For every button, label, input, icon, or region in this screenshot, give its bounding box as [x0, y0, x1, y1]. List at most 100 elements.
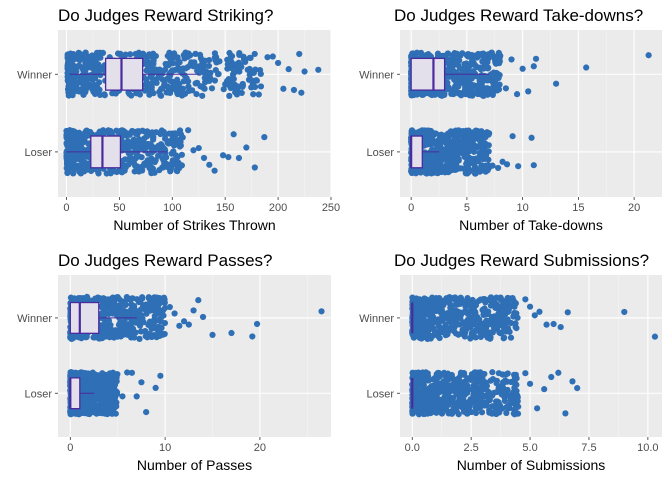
data-point [238, 89, 245, 97]
data-point [451, 294, 459, 301]
outlier-point [550, 320, 557, 328]
data-point [453, 408, 460, 415]
data-point [77, 52, 84, 59]
data-point [413, 384, 420, 392]
x-tick-label: 10.0 [637, 442, 658, 454]
data-point [509, 294, 516, 302]
outlier-point [228, 329, 235, 337]
data-point [462, 75, 469, 82]
box-iqr [410, 135, 423, 169]
data-point [495, 370, 502, 377]
outlier-point [243, 144, 250, 151]
data-point [439, 163, 446, 170]
data-point [134, 130, 141, 138]
data-point [411, 405, 419, 412]
chart-panel-1: Do Judges Reward Striking? 0 50 100 150 200 25… [17, 6, 340, 233]
data-point [436, 385, 443, 392]
data-point [478, 128, 485, 135]
data-point [65, 164, 73, 171]
data-point [147, 307, 154, 314]
data-point [101, 404, 108, 411]
data-point [473, 380, 480, 387]
data-point [413, 297, 420, 304]
data-point [463, 60, 470, 67]
data-point [100, 390, 107, 397]
outlier-point [645, 52, 652, 59]
data-point [131, 334, 138, 341]
outlier-point [564, 309, 571, 316]
data-point [437, 140, 444, 147]
data-point [95, 61, 102, 68]
data-point [496, 58, 503, 65]
outlier-point [315, 66, 322, 73]
data-point [83, 164, 90, 172]
x-tick-label: 20 [628, 202, 640, 214]
data-point [65, 86, 72, 93]
outlier-point [152, 384, 159, 391]
outlier-point [211, 167, 218, 174]
data-point [105, 127, 112, 134]
data-point [500, 335, 507, 342]
data-point [95, 408, 102, 416]
data-point [456, 165, 464, 172]
data-point [255, 91, 262, 98]
data-point [99, 302, 106, 309]
data-point [244, 66, 251, 73]
data-point [81, 410, 89, 417]
data-point [463, 326, 470, 333]
data-point [482, 76, 490, 84]
x-tick-label: 0 [408, 202, 414, 214]
data-point [106, 382, 113, 390]
data-point [205, 62, 213, 70]
box-iqr [69, 301, 100, 334]
data-point [448, 64, 455, 71]
data-point [148, 325, 155, 332]
data-point [159, 85, 166, 92]
data-point [250, 91, 257, 98]
chart-title: Do Judges Reward Take-downs? [394, 6, 643, 25]
y-tick-label: Loser [24, 388, 52, 400]
outlier-point [249, 333, 256, 340]
data-point [429, 398, 436, 405]
data-point [96, 91, 104, 99]
data-point [465, 89, 472, 96]
outlier-point [509, 133, 516, 140]
data-point [456, 57, 463, 64]
data-point [465, 51, 472, 58]
data-point [424, 138, 432, 145]
data-point [428, 308, 435, 315]
data-point [177, 90, 184, 97]
data-point [148, 88, 155, 96]
data-point [510, 371, 518, 378]
data-point [446, 315, 454, 322]
data-point [64, 169, 71, 177]
data-point [478, 162, 485, 169]
data-point [108, 305, 115, 312]
data-point [486, 296, 493, 303]
data-point [444, 56, 451, 63]
data-point [119, 331, 126, 339]
outlier-point [525, 88, 532, 95]
data-point [435, 295, 443, 303]
data-point [166, 72, 174, 79]
data-point [420, 370, 427, 377]
outlier-point [138, 379, 145, 386]
data-point [161, 319, 169, 327]
data-point [201, 85, 208, 92]
data-point [479, 296, 486, 303]
data-point [511, 311, 518, 319]
data-point [233, 68, 240, 75]
data-point [76, 167, 83, 174]
data-point [106, 372, 113, 379]
data-point [141, 147, 148, 154]
data-point [449, 308, 457, 315]
outlier-point [298, 89, 305, 96]
data-point [454, 79, 461, 86]
data-point [167, 139, 174, 147]
data-point [429, 325, 436, 332]
outlier-point [176, 322, 183, 329]
data-point [64, 73, 71, 80]
data-point [70, 170, 77, 177]
data-point [453, 50, 460, 57]
y-tick-label: Winner [17, 313, 52, 325]
